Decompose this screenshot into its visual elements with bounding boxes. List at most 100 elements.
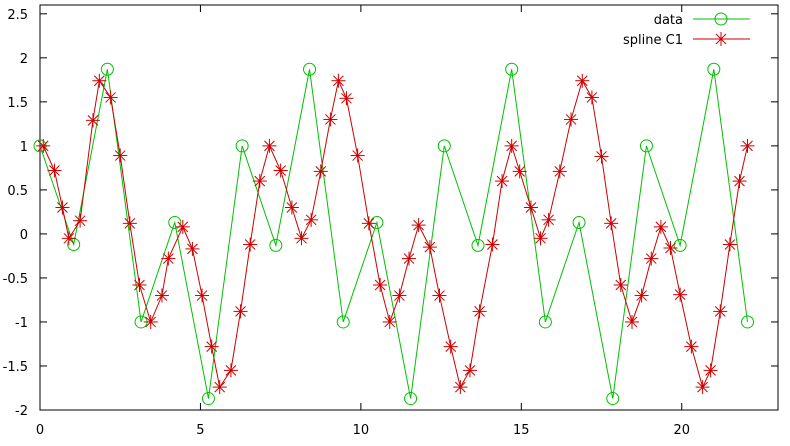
spline-point [195, 288, 210, 303]
spline-point [411, 218, 426, 233]
spline-point [143, 314, 158, 329]
spline-point [541, 212, 556, 227]
spline-point [204, 339, 219, 354]
data-point [639, 139, 653, 153]
data-point [505, 62, 519, 76]
data-point [201, 392, 215, 406]
spline-point [252, 174, 267, 189]
legend-marker [714, 32, 728, 46]
spline-point [350, 148, 365, 163]
spline-point [212, 380, 227, 395]
series-data [33, 62, 755, 406]
data-point [538, 315, 552, 329]
spline-point [713, 304, 728, 319]
axis-ticks: 0 5 10 15 20 -2 -1.5 -1 -0.5 0 0.5 1 1.5 2 2.5 [3, 5, 778, 438]
series-layer [33, 62, 755, 406]
spline-point [284, 200, 299, 215]
spline-point [103, 90, 118, 105]
spline-point [443, 339, 458, 354]
y-tick-label: 2.5 [7, 8, 28, 23]
y-tick-label: 2 [20, 52, 28, 67]
spline-point [243, 237, 258, 252]
spline-point [323, 112, 338, 127]
spline-point [61, 231, 76, 246]
spline-point [584, 90, 599, 105]
plot-frame [39, 4, 779, 411]
spline-point [462, 363, 477, 378]
data-point [741, 315, 755, 329]
x-tick-label: 20 [673, 423, 690, 438]
spline-point [495, 174, 510, 189]
spline-point [175, 219, 190, 234]
spline-point [382, 314, 397, 329]
spline-point [223, 363, 238, 378]
x-tick-label: 5 [196, 423, 204, 438]
spline-point [154, 288, 169, 303]
x-tick-label: 15 [513, 423, 530, 438]
spline-point [485, 237, 500, 252]
data-point [606, 392, 620, 406]
y-tick-label: -2 [15, 404, 28, 419]
legend-entry: spline C1 [623, 32, 750, 48]
series-line [39, 69, 749, 399]
spline-point [722, 237, 737, 252]
spline-point [313, 164, 328, 179]
spline-point [422, 240, 437, 255]
spline-point [402, 251, 416, 266]
spline-point [36, 138, 51, 153]
spline-point [122, 216, 137, 231]
spline-point [695, 380, 710, 395]
data-point [269, 238, 283, 252]
spline-point [575, 73, 590, 88]
spline-point [604, 216, 619, 231]
spline-point [684, 339, 699, 354]
spline-point [294, 231, 309, 246]
legend: data spline C1 [623, 12, 750, 48]
spline-point [85, 113, 100, 128]
y-tick-label: 1.5 [7, 96, 28, 111]
data-point [370, 215, 384, 229]
data-point [471, 238, 485, 252]
spline-point [331, 73, 346, 88]
spline-point [512, 164, 527, 179]
x-tick-label: 10 [353, 423, 370, 438]
spline-point [594, 149, 609, 164]
spline-point [161, 251, 176, 266]
series-line [42, 79, 749, 389]
data-point [404, 392, 418, 406]
data-point [100, 62, 114, 76]
y-tick-label: 1 [20, 140, 28, 155]
spline-point [47, 163, 62, 178]
spline-point [533, 231, 548, 246]
spline-point [625, 314, 640, 329]
spline-point [552, 164, 567, 179]
series-spline-c1 [36, 73, 755, 395]
y-tick-label: 0.5 [7, 184, 28, 199]
data-point [235, 139, 249, 153]
spline-point [361, 216, 376, 231]
spline-point [233, 304, 248, 319]
legend-label: spline C1 [623, 33, 683, 48]
spline-point [740, 138, 755, 153]
data-point [437, 139, 451, 153]
spline-point [644, 251, 659, 266]
data-point [168, 215, 182, 229]
legend-marker [714, 12, 728, 26]
data-point [673, 238, 687, 252]
spline-point [273, 163, 288, 178]
spline-point [472, 304, 487, 319]
spline-point [653, 219, 668, 234]
spline-point [55, 200, 70, 215]
y-tick-label: -0.5 [3, 272, 28, 287]
spline-point [392, 288, 407, 303]
data-point [336, 315, 350, 329]
spline-point [663, 241, 678, 255]
spline-point [262, 138, 277, 153]
y-tick-label: 0 [20, 228, 28, 243]
spline-point [634, 288, 649, 303]
spline-point [673, 287, 688, 302]
spline-point [564, 112, 579, 127]
spline-point [453, 380, 468, 395]
spline-point [132, 277, 147, 292]
